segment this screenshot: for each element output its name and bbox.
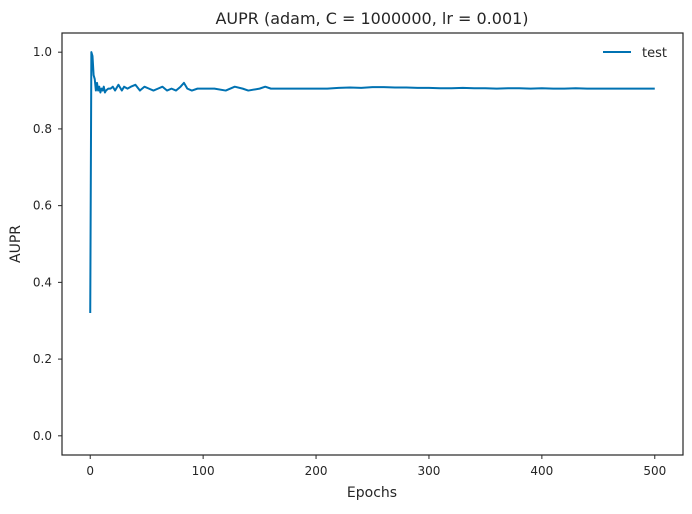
y-tick-label: 0.6 <box>33 199 52 213</box>
y-tick-label: 0.0 <box>33 429 52 443</box>
y-tick-label: 0.8 <box>33 122 52 136</box>
x-axis-ticks: 0 100 200 300 400 500 <box>86 455 666 478</box>
x-tick-label: 100 <box>192 464 215 478</box>
x-tick-label: 200 <box>305 464 328 478</box>
series-line-test <box>89 51 655 314</box>
x-tick-label: 400 <box>530 464 553 478</box>
y-axis-label: AUPR <box>8 225 24 263</box>
y-tick-label: 0.2 <box>33 352 52 366</box>
plot-frame <box>61 32 684 456</box>
x-axis-label: Epochs <box>347 485 397 501</box>
legend: test <box>603 46 667 61</box>
x-tick-label: 500 <box>643 464 666 478</box>
y-tick-label: 0.4 <box>33 275 52 289</box>
legend-label-test: test <box>642 46 667 61</box>
x-tick-label: 300 <box>418 464 441 478</box>
y-tick-label: 1.0 <box>33 45 52 59</box>
chart-title: AUPR (adam, C = 1000000, lr = 0.001) <box>215 9 528 28</box>
y-axis-ticks: 0.0 0.2 0.4 0.6 0.8 1.0 <box>33 45 62 443</box>
x-tick-label: 0 <box>86 464 94 478</box>
